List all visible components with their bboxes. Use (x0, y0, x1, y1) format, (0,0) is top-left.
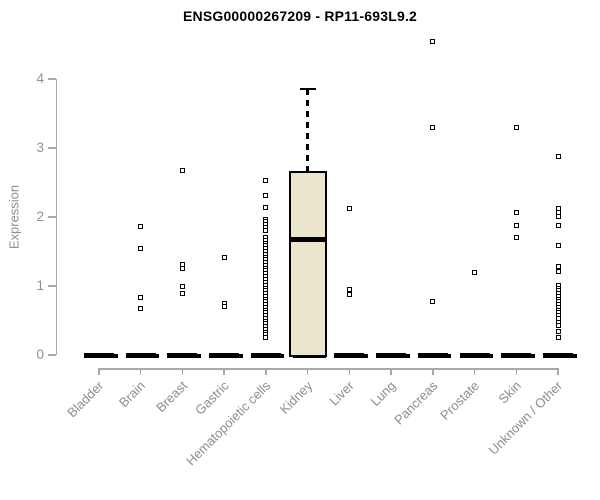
data-point (179, 167, 185, 173)
zero-expression-cluster (543, 353, 574, 358)
x-axis-line (98, 368, 559, 370)
data-point (346, 291, 352, 297)
x-category-label-text: Prostate (437, 378, 483, 423)
data-point (555, 153, 561, 159)
x-tick (265, 368, 267, 375)
data-point (513, 210, 519, 216)
x-category-label-text: Brain (116, 378, 149, 411)
data-point (472, 269, 478, 275)
box-whisker-dashed-line (306, 89, 309, 172)
box-iqr (288, 170, 327, 358)
zero-expression-cluster-nub (406, 354, 410, 358)
x-tick (98, 368, 100, 375)
data-point (513, 222, 519, 228)
x-tick (348, 368, 351, 375)
zero-expression-cluster-nub (239, 354, 243, 358)
box-whisker-cap (299, 87, 316, 91)
data-point (138, 306, 144, 312)
data-point (555, 213, 561, 219)
x-tick (223, 368, 225, 375)
zero-expression-cluster-nub (197, 354, 201, 358)
data-point (221, 303, 227, 309)
y-tick (48, 354, 56, 356)
zero-expression-cluster (376, 353, 407, 358)
zero-expression-cluster (125, 353, 156, 358)
zero-expression-cluster-nub (114, 354, 118, 358)
y-tick (48, 216, 56, 218)
zero-expression-cluster (209, 353, 240, 358)
y-axis-line (55, 79, 57, 355)
y-tick-label: 3 (36, 140, 44, 155)
y-tick-label: 1 (36, 278, 44, 293)
x-category-label-text: Liver (326, 378, 357, 409)
chart-title: ENSG00000267209 - RP11-693L9.2 (182, 8, 418, 24)
x-category-label-text: Lung (367, 378, 399, 410)
data-point (555, 242, 561, 248)
data-point (221, 254, 227, 260)
x-category-label-text: Skin (495, 378, 524, 407)
data-point (430, 125, 436, 131)
x-tick (515, 368, 518, 375)
data-point (179, 283, 185, 289)
data-point (555, 322, 561, 328)
data-point (346, 206, 352, 212)
data-point (138, 245, 144, 251)
x-category-label-text: Gastric (192, 378, 232, 418)
x-tick (557, 368, 559, 375)
zero-expression-cluster (167, 353, 198, 358)
data-point (263, 193, 269, 199)
data-point (555, 264, 561, 270)
x-tick (432, 368, 434, 375)
data-point (263, 204, 269, 210)
data-point (555, 223, 561, 229)
data-point (555, 329, 561, 335)
y-tick (48, 147, 56, 149)
zero-expression-cluster-nub (489, 354, 494, 358)
data-point (513, 235, 519, 241)
zero-expression-cluster-nub (531, 354, 535, 358)
data-point (555, 334, 561, 340)
y-tick-label: 2 (36, 209, 44, 224)
zero-expression-cluster (84, 353, 114, 358)
zero-expression-cluster (501, 353, 532, 358)
zero-expression-cluster-nub (573, 354, 577, 358)
y-tick-label: 0 (36, 347, 44, 362)
data-point (179, 291, 185, 297)
data-point (513, 125, 519, 131)
zero-expression-cluster (417, 353, 448, 358)
x-tick (306, 368, 309, 375)
zero-expression-cluster (459, 353, 490, 358)
zero-expression-cluster-nub (155, 354, 160, 358)
x-tick (390, 368, 392, 375)
data-point (430, 39, 436, 45)
x-tick (181, 368, 184, 375)
data-point (430, 299, 436, 305)
x-category-label-text: Breast (152, 378, 191, 416)
y-tick (48, 78, 56, 80)
y-tick-label: 4 (36, 71, 44, 86)
data-point (263, 335, 269, 341)
x-category-label-text: Bladder (64, 378, 107, 421)
zero-expression-cluster-nub (364, 354, 368, 358)
data-point (179, 265, 185, 271)
data-point (138, 224, 144, 230)
x-category-label-text: Unknown / Other (486, 378, 566, 458)
data-point (555, 269, 561, 274)
box-median-line (288, 237, 327, 243)
x-tick (473, 368, 476, 375)
y-tick (48, 285, 56, 287)
zero-expression-cluster-nub (447, 354, 452, 358)
data-point (346, 286, 352, 292)
x-tick (139, 368, 142, 375)
zero-expression-cluster (250, 353, 281, 358)
zero-expression-cluster (334, 353, 365, 358)
x-category-label-text: Pancreas (390, 378, 441, 428)
data-point (138, 294, 144, 300)
data-point (263, 177, 269, 183)
zero-expression-cluster-nub (280, 354, 285, 358)
data-point (263, 227, 269, 233)
x-category-label-text: Kidney (276, 378, 316, 417)
